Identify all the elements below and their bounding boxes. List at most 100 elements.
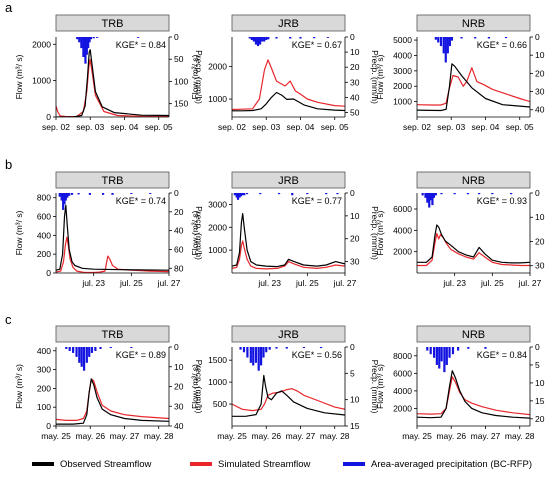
- observed-line: [56, 204, 169, 271]
- panel-title: JRB: [278, 18, 299, 30]
- precip-bar: [85, 37, 88, 55]
- y2-tick-label: 30: [174, 401, 184, 411]
- precip-bar: [289, 37, 292, 39]
- panel-a-jrb: JRB 1000 2000 0 10 20 30 40 50 sep. 02 sep. 03 sep.…: [190, 14, 380, 132]
- y2-axis-title: Precp. (mm/h): [370, 206, 380, 260]
- precip-bar: [246, 347, 249, 358]
- precip-bar: [75, 347, 78, 357]
- precip-bar: [64, 193, 67, 201]
- precip-bar: [236, 193, 240, 200]
- panel-title: TRB: [102, 329, 124, 341]
- y-tick-label: 1500: [208, 355, 227, 365]
- data-layer: [417, 193, 530, 267]
- precip-bar: [80, 347, 83, 367]
- y2-tick-label: 20: [174, 207, 184, 217]
- precip-bar: [261, 37, 264, 42]
- precip-bar: [491, 193, 494, 195]
- row-label-b: b: [5, 157, 12, 172]
- y2-axis-title: Precp. (mm/h): [194, 360, 204, 414]
- y-tick-label: 800: [37, 193, 51, 203]
- y-axis-title: Flow (m³/ s): [190, 364, 200, 409]
- x-tick-label: may. 26: [251, 431, 281, 441]
- precip-bar: [58, 193, 61, 197]
- y-tick-label: 6000: [393, 204, 412, 214]
- precip-bar: [62, 193, 65, 210]
- y-tick-label: 2000: [208, 222, 227, 232]
- precip-bar: [430, 193, 433, 201]
- precip-bar: [428, 193, 431, 208]
- precip-bar: [137, 37, 140, 38]
- precip-bar: [248, 37, 251, 39]
- x-tick-label: jul. 23: [442, 278, 466, 288]
- simulated-line: [417, 67, 530, 106]
- kge-label: KGE* = 0.67: [292, 40, 342, 50]
- legend: Observed Streamflow Simulated Streamflow A…: [32, 459, 532, 470]
- y-tick-label: 400: [37, 346, 51, 356]
- kge-label: KGE* = 0.74: [116, 196, 166, 206]
- y2-tick-label: 50: [174, 54, 184, 64]
- x-tick-label: sep. 03: [437, 122, 465, 132]
- y-axis-title: Flow (m³/ s): [375, 364, 385, 409]
- panel-title: JRB: [278, 329, 299, 341]
- precip-bar: [262, 347, 265, 358]
- panel-b-trb: TRB 0 200 400 600 800 0 20 40 60 80 jul. 23 jul. 25 j…: [14, 171, 204, 288]
- precip-bar: [258, 37, 262, 45]
- x-tick-label: may. 25: [402, 431, 432, 441]
- precip-bar: [80, 37, 83, 49]
- panel-c-jrb: JRB 500 1000 1500 0 5 10 15 may. 25 may. 26 may. 2…: [190, 325, 380, 441]
- observed-line: [417, 63, 530, 112]
- precip-bar: [111, 193, 114, 195]
- x-tick-label: may. 25: [217, 431, 247, 441]
- precip-bar: [443, 347, 446, 373]
- x-tick-label: sep. 02: [403, 122, 431, 132]
- simulated-line: [56, 378, 169, 421]
- y-tick-label: 2000: [393, 81, 412, 91]
- precip-bar: [444, 37, 447, 63]
- panel-strip: [55, 325, 170, 343]
- data-layer: [56, 347, 169, 425]
- data-layer: [56, 193, 169, 273]
- panel-strip: [416, 171, 531, 189]
- precip-bar: [82, 347, 86, 371]
- y-tick-label: 6000: [393, 368, 412, 378]
- data-layer: [232, 37, 345, 112]
- precip-bar: [437, 37, 440, 43]
- row-label-c: c: [5, 312, 12, 327]
- y-tick-label: 200: [37, 249, 51, 259]
- precip-bar: [285, 347, 288, 349]
- kge-label: KGE* = 0.93: [477, 196, 527, 206]
- precip-bar: [433, 347, 436, 358]
- x-tick-label: jul. 23: [81, 278, 105, 288]
- y2-tick-label: 30: [535, 261, 545, 271]
- precip-bar: [451, 347, 455, 355]
- precip-bar: [256, 37, 260, 47]
- y2-tick-label: 0: [350, 342, 355, 352]
- y2-axis-title: Precp. (mm/h): [194, 50, 204, 104]
- y-axis-title: Flow (m³/ s): [375, 54, 385, 99]
- y2-tick-label: 20: [350, 234, 360, 244]
- data-layer: [417, 37, 530, 112]
- precip-bar: [249, 347, 252, 363]
- y2-tick-label: 20: [174, 382, 184, 392]
- precip-bar: [460, 37, 463, 39]
- y-tick-label: 8000: [393, 351, 412, 361]
- x-tick-label: jul. 27: [157, 278, 181, 288]
- precip-bar: [299, 37, 302, 39]
- x-tick-label: jul. 27: [333, 278, 357, 288]
- x-tick-label: jul. 25: [119, 278, 143, 288]
- panel-title: TRB: [102, 175, 124, 187]
- precip-bar: [60, 193, 63, 201]
- y-tick-label: 0: [46, 112, 51, 122]
- y2-tick-label: 0: [350, 188, 355, 198]
- precip-bar: [252, 37, 256, 42]
- data-layer: [232, 347, 345, 417]
- y2-tick-label: 20: [535, 236, 545, 246]
- x-tick-label: sep. 05: [145, 122, 173, 132]
- precip-bar: [78, 37, 81, 43]
- precip-bar: [448, 37, 451, 47]
- y2-tick-label: 30: [350, 77, 360, 87]
- x-tick-label: sep. 02: [42, 122, 70, 132]
- y-tick-label: 2000: [32, 39, 51, 49]
- precip-bar: [453, 193, 456, 195]
- panel-title: JRB: [278, 175, 299, 187]
